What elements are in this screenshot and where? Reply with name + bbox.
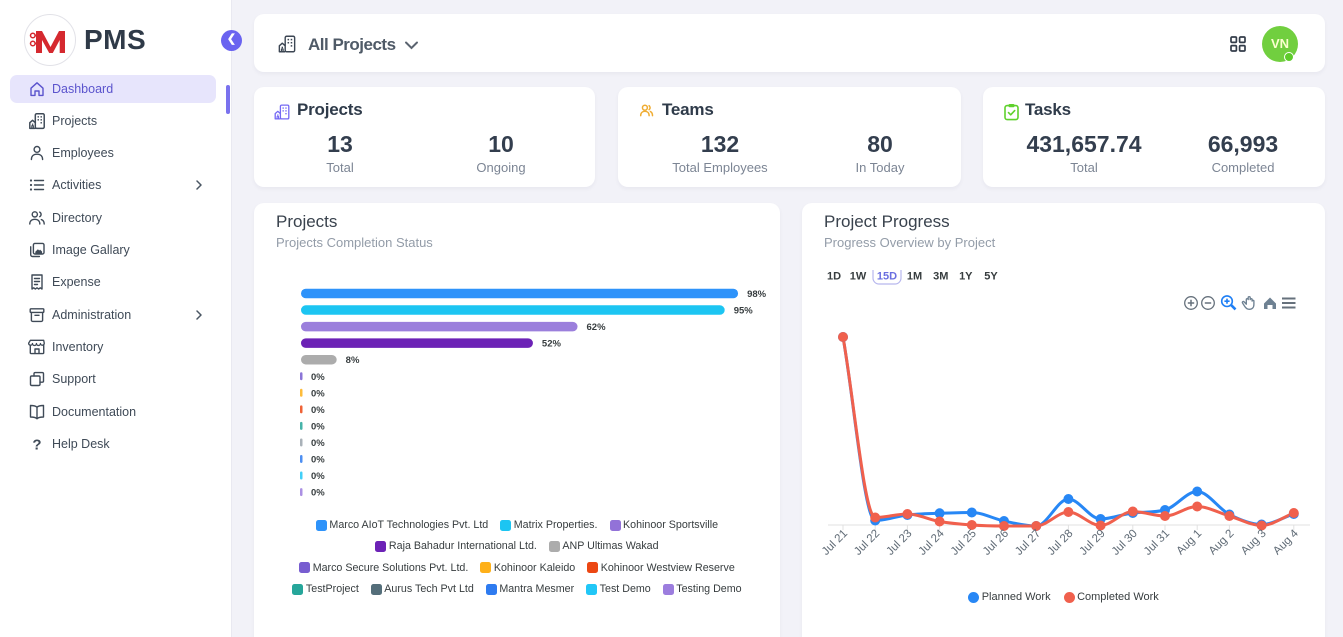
svg-text:1D: 1D: [827, 271, 841, 283]
svg-text:1M: 1M: [907, 271, 922, 283]
svg-text:3M: 3M: [933, 271, 948, 283]
svg-text:Aug 2: Aug 2: [1207, 528, 1237, 558]
svg-text:0%: 0%: [311, 471, 325, 482]
svg-text:98%: 98%: [747, 289, 767, 300]
svg-text:95%: 95%: [734, 306, 754, 317]
svg-text:52%: 52%: [542, 339, 562, 350]
svg-text:0%: 0%: [311, 388, 325, 399]
svg-text:Jul 23: Jul 23: [884, 528, 914, 558]
svg-text:?: ?: [32, 436, 41, 453]
svg-text:Jul 31: Jul 31: [1142, 528, 1172, 558]
svg-text:0%: 0%: [311, 488, 325, 499]
svg-text:Jul 21: Jul 21: [820, 528, 850, 558]
svg-text:0%: 0%: [311, 372, 325, 383]
svg-text:0%: 0%: [311, 438, 325, 449]
svg-text:1Y: 1Y: [959, 271, 973, 283]
svg-text:Aug 1: Aug 1: [1175, 528, 1205, 558]
svg-text:5Y: 5Y: [984, 271, 998, 283]
svg-text:0%: 0%: [311, 421, 325, 432]
svg-text:Jul 29: Jul 29: [1078, 528, 1108, 558]
svg-text:62%: 62%: [587, 322, 607, 333]
svg-text:Jul 24: Jul 24: [917, 527, 948, 558]
svg-text:Jul 28: Jul 28: [1045, 528, 1075, 558]
svg-text:Jul 25: Jul 25: [949, 528, 979, 558]
svg-text:8%: 8%: [346, 355, 360, 366]
svg-text:Jul 27: Jul 27: [1013, 528, 1043, 558]
svg-text:0%: 0%: [311, 405, 325, 416]
svg-text:0%: 0%: [311, 455, 325, 466]
svg-text:Aug 4: Aug 4: [1271, 527, 1301, 557]
svg-text:Jul 26: Jul 26: [981, 528, 1011, 558]
svg-text:Jul 30: Jul 30: [1110, 528, 1140, 558]
svg-text:Jul 22: Jul 22: [852, 528, 882, 558]
svg-text:15D: 15D: [877, 271, 897, 283]
svg-text:Aug 3: Aug 3: [1239, 528, 1269, 558]
svg-text:1W: 1W: [850, 271, 867, 283]
